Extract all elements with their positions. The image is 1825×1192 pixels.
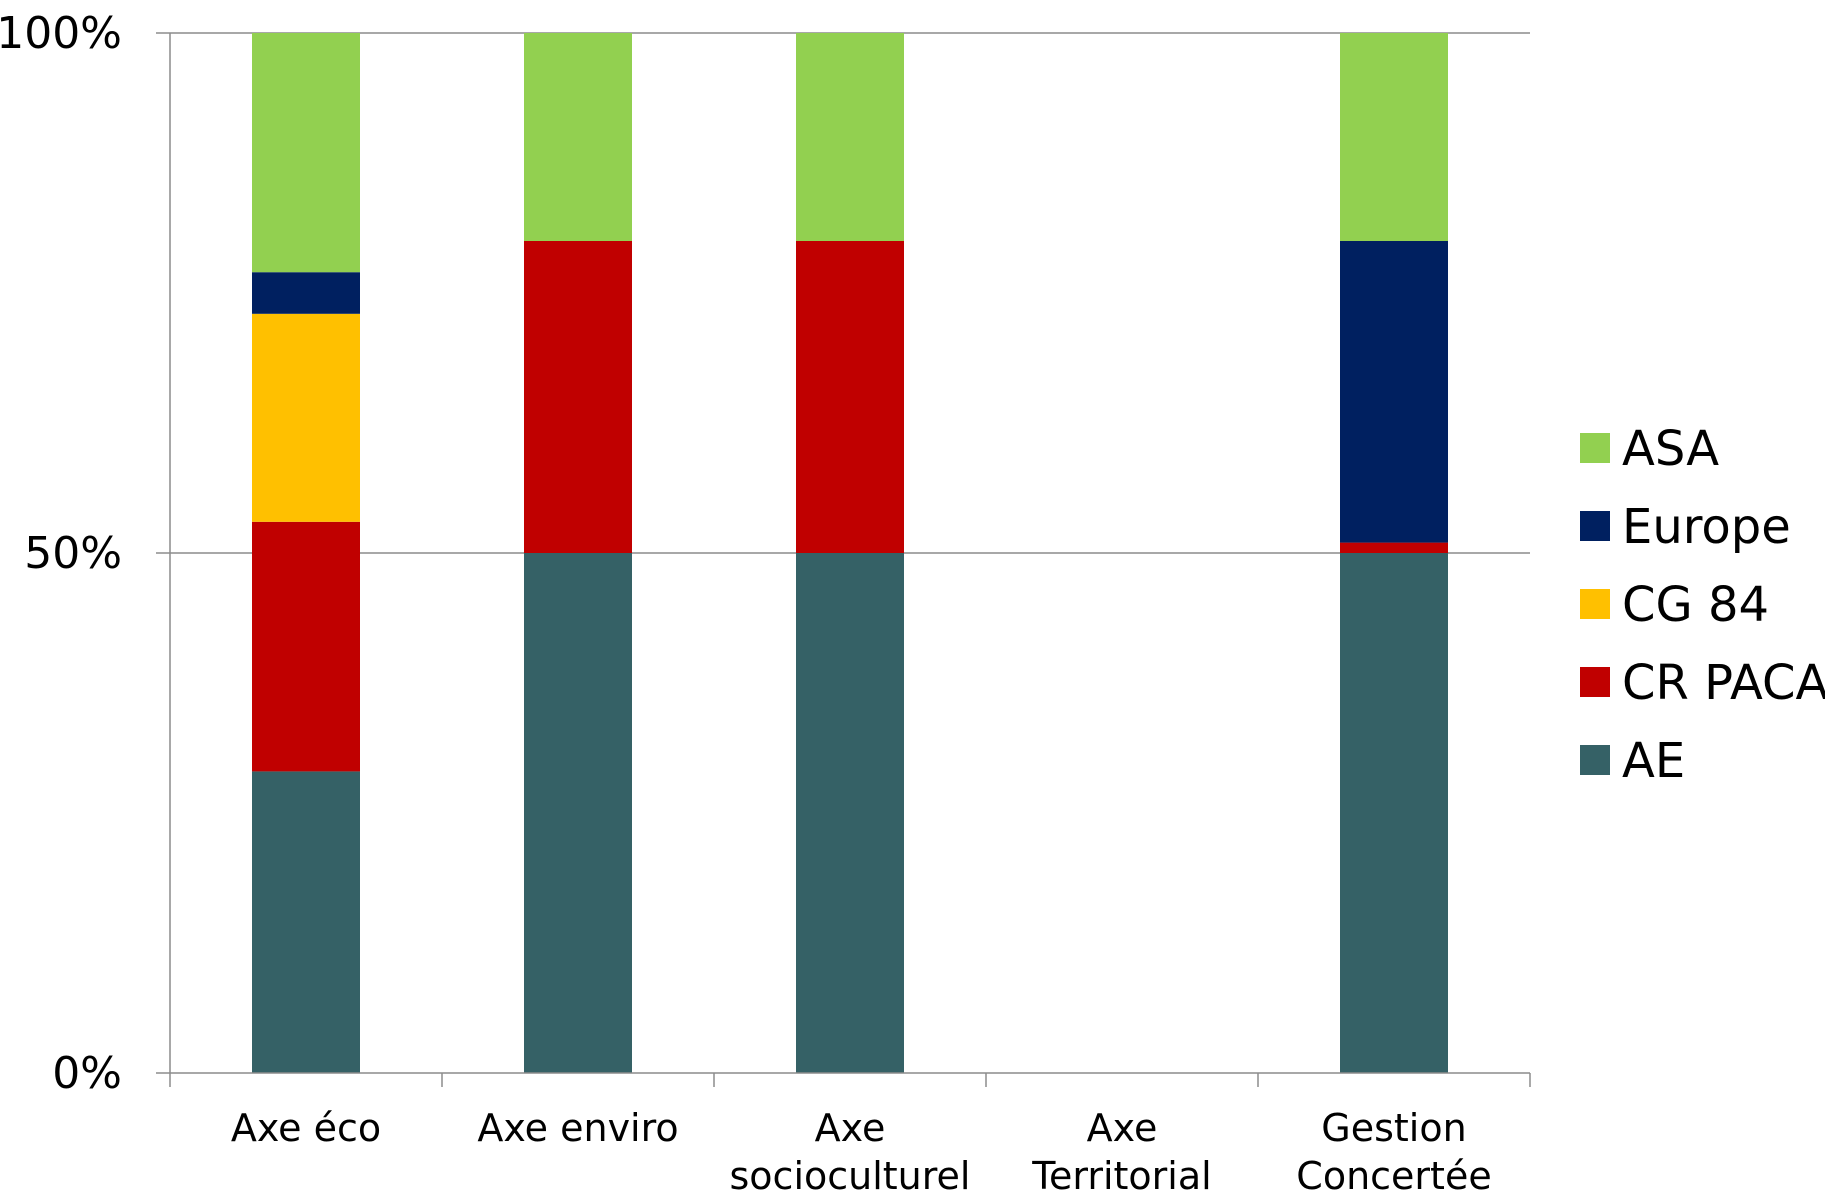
bar-segment-europe	[1340, 241, 1448, 543]
x-tick-labels: Axe éco Axe enviro Axe socioculturel Axe Terr…	[231, 1106, 1492, 1192]
y-tick-label: 100%	[0, 8, 122, 59]
legend-label: CR PACA	[1622, 655, 1825, 711]
bar-segment-cr-paca	[524, 241, 632, 553]
x-tick-label: Axe enviro	[477, 1106, 678, 1150]
legend-swatch-cg-84	[1580, 589, 1610, 619]
bar-segment-cr-paca	[252, 521, 360, 772]
bar-segment-asa	[252, 33, 360, 273]
bar-segment-cr-paca	[1340, 542, 1448, 553]
bars	[252, 33, 1448, 1073]
bar-segment-europe	[252, 272, 360, 314]
bar-segment-asa	[1340, 33, 1448, 241]
legend-label: CG 84	[1622, 577, 1769, 633]
bar-segment-ae	[524, 553, 632, 1073]
x-tick-label: Gestion Concertée	[1296, 1106, 1491, 1192]
legend-label: AE	[1622, 733, 1685, 789]
bar-segment-asa	[796, 33, 904, 241]
y-tick-labels: 0% 50% 100%	[0, 8, 122, 1099]
legend-swatch-europe	[1580, 511, 1610, 541]
bar-segment-ae	[796, 553, 904, 1073]
y-tick-label: 50%	[24, 528, 122, 579]
x-tick-label: Axe socioculturel	[730, 1106, 971, 1192]
legend-swatch-ae	[1580, 745, 1610, 775]
bar-segment-asa	[524, 33, 632, 241]
legend-swatch-asa	[1580, 433, 1610, 463]
x-tick-label: Axe éco	[231, 1106, 381, 1150]
bar-segment-ae	[252, 771, 360, 1073]
x-tick-label: Axe Territorial	[1031, 1106, 1211, 1192]
bar-segment-ae	[1340, 553, 1448, 1073]
legend-label: Europe	[1622, 499, 1791, 555]
legend: ASA Europe CG 84 CR PACA AE	[1580, 421, 1825, 789]
y-tick-label: 0%	[52, 1048, 122, 1099]
legend-swatch-cr-paca	[1580, 667, 1610, 697]
axes	[156, 32, 1531, 1087]
bar-segment-cr-paca	[796, 241, 904, 553]
legend-label: ASA	[1622, 421, 1719, 477]
bar-segment-cg-84	[252, 313, 360, 522]
